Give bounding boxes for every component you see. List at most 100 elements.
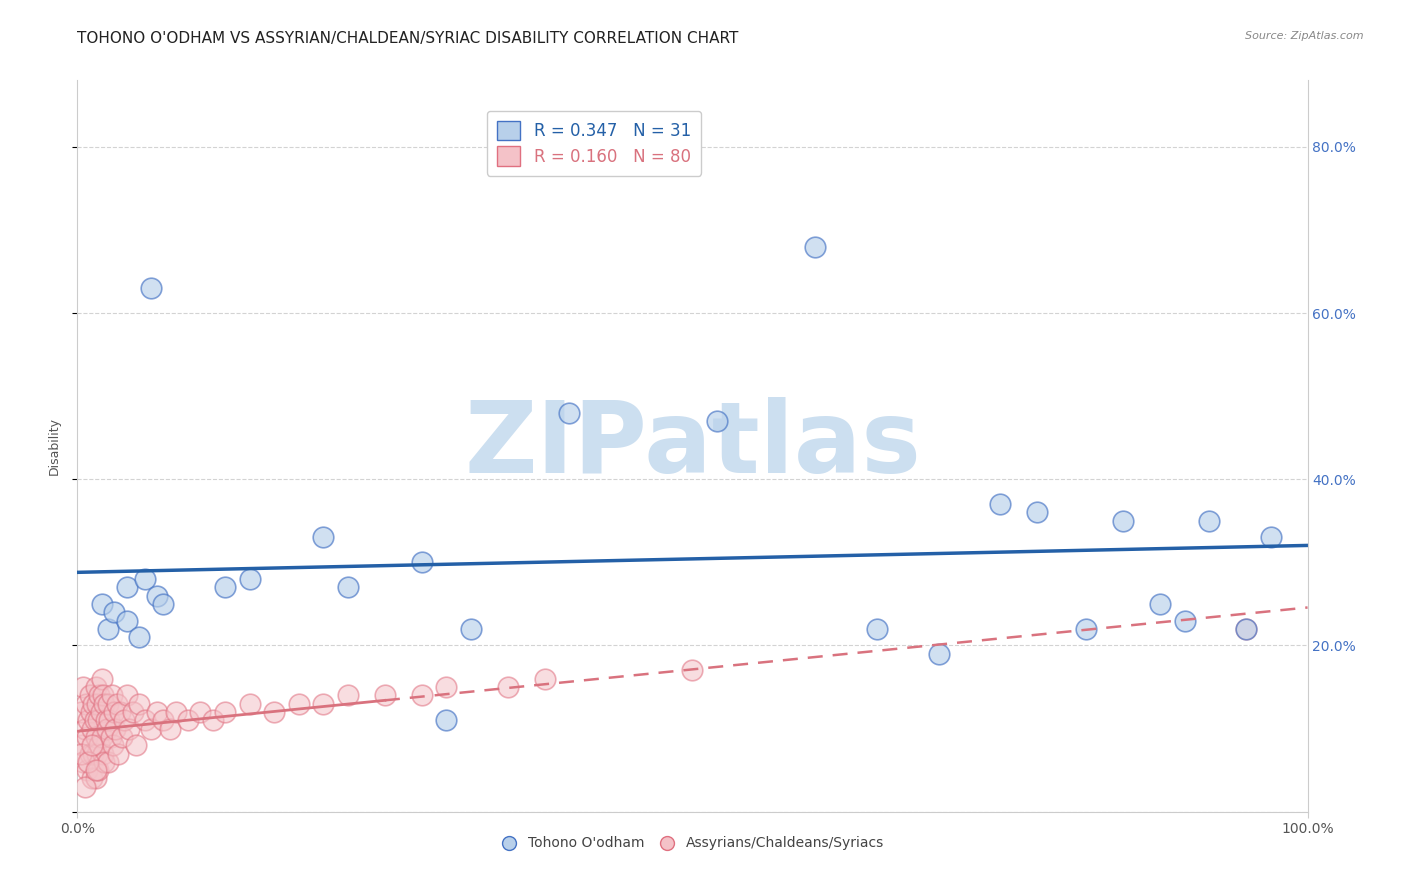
Point (1234, 622, 1257, 636)
Point (214, 705, 236, 719)
Point (104, 722, 127, 736)
Point (76, 763, 98, 777)
Point (460, 622, 482, 636)
Point (128, 630, 150, 644)
Point (312, 530, 335, 544)
Point (89, 738, 111, 752)
Point (201, 714, 224, 728)
Point (1198, 514, 1220, 528)
Point (91, 747, 114, 761)
Text: ZIPatlas: ZIPatlas (464, 398, 921, 494)
Point (337, 580, 360, 594)
Point (86, 697, 108, 711)
Point (1174, 614, 1197, 628)
Point (706, 414, 728, 428)
Point (90, 597, 114, 611)
Point (374, 689, 396, 703)
Point (80, 705, 103, 719)
Point (239, 697, 262, 711)
Point (804, 239, 827, 253)
Point (84, 763, 107, 777)
Point (121, 705, 143, 719)
Point (82, 747, 104, 761)
Point (70, 747, 93, 761)
Point (263, 705, 285, 719)
Point (87, 714, 110, 728)
Point (110, 705, 132, 719)
Text: TOHONO O'ODHAM VS ASSYRIAN/CHALDEAN/SYRIAC DISABILITY CORRELATION CHART: TOHONO O'ODHAM VS ASSYRIAN/CHALDEAN/SYRI… (77, 31, 738, 46)
Point (72, 755, 94, 769)
Point (411, 689, 433, 703)
Point (82, 697, 104, 711)
Point (141, 722, 163, 736)
Point (91, 689, 114, 703)
Point (103, 705, 125, 719)
Point (97, 697, 120, 711)
Point (84, 730, 107, 744)
Point (337, 689, 360, 703)
Point (682, 664, 704, 678)
Point (96, 722, 118, 736)
Point (239, 572, 262, 586)
Point (107, 747, 129, 761)
Point (436, 680, 458, 694)
Point (72, 680, 94, 694)
Point (1260, 530, 1282, 544)
Point (90, 705, 112, 719)
Point (312, 697, 335, 711)
Point (105, 697, 128, 711)
Point (97, 622, 120, 636)
Point (152, 597, 174, 611)
Point (84, 772, 107, 786)
Point (288, 697, 311, 711)
Point (93, 697, 115, 711)
Point (90, 672, 114, 686)
Point (125, 738, 148, 752)
Point (89, 689, 111, 703)
Point (100, 730, 122, 744)
Point (165, 705, 187, 719)
Point (928, 647, 950, 661)
Point (177, 714, 200, 728)
Point (82, 772, 104, 786)
Point (118, 722, 141, 736)
Point (75, 697, 97, 711)
Point (97, 755, 120, 769)
Point (558, 406, 581, 420)
Point (79, 689, 101, 703)
Point (1234, 622, 1257, 636)
Point (141, 281, 163, 295)
Point (1149, 597, 1171, 611)
Point (1076, 622, 1098, 636)
Point (988, 497, 1011, 511)
Y-axis label: Disability: Disability (48, 417, 60, 475)
Text: Source: ZipAtlas.com: Source: ZipAtlas.com (1246, 31, 1364, 41)
Point (86, 747, 108, 761)
Point (90, 730, 114, 744)
Point (103, 605, 125, 619)
Point (128, 697, 150, 711)
Legend: Tohono O'odham, Assyrians/Chaldeans/Syriacs: Tohono O'odham, Assyrians/Chaldeans/Syri… (495, 830, 890, 856)
Point (115, 580, 138, 594)
Point (73, 722, 96, 736)
Point (84, 680, 107, 694)
Point (77, 755, 100, 769)
Point (188, 705, 212, 719)
Point (146, 705, 169, 719)
Point (70, 705, 93, 719)
Point (73, 780, 96, 794)
Point (866, 622, 889, 636)
Point (534, 672, 557, 686)
Point (159, 722, 181, 736)
Point (1026, 506, 1049, 520)
Point (115, 614, 138, 628)
Point (70, 738, 93, 752)
Point (83, 714, 105, 728)
Point (94, 714, 117, 728)
Point (436, 714, 458, 728)
Point (101, 738, 124, 752)
Point (76, 730, 98, 744)
Point (98, 714, 121, 728)
Point (134, 572, 156, 586)
Point (101, 689, 124, 703)
